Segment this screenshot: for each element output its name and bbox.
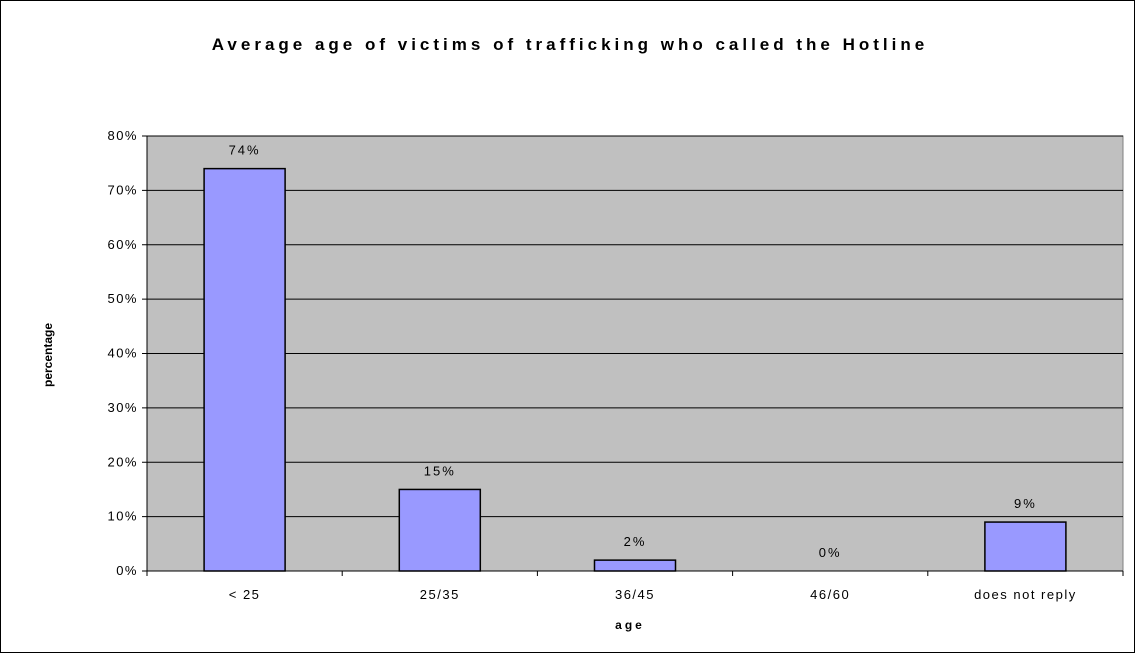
x-tick-label: < 25 bbox=[229, 587, 261, 602]
x-tick-label: 46/60 bbox=[810, 587, 850, 602]
x-tick-label: does not reply bbox=[974, 587, 1077, 602]
chart-title: Average age of victims of trafficking wh… bbox=[211, 35, 929, 54]
data-label: 74% bbox=[229, 143, 261, 158]
y-tick-label: 80% bbox=[107, 128, 138, 143]
x-tick-label: 25/35 bbox=[420, 587, 460, 602]
data-label: 15% bbox=[424, 463, 456, 478]
y-tick-label: 70% bbox=[107, 182, 138, 197]
bar bbox=[398, 488, 482, 572]
y-tick-label: 60% bbox=[107, 237, 138, 252]
y-tick-label: 30% bbox=[107, 400, 138, 415]
y-tick-label: 40% bbox=[107, 346, 138, 361]
y-tick-label: 0% bbox=[116, 563, 138, 578]
bar bbox=[593, 559, 677, 572]
x-tick-label: 36/45 bbox=[615, 587, 655, 602]
y-tick-label: 20% bbox=[107, 454, 138, 469]
bar bbox=[203, 167, 286, 572]
y-tick-label: 50% bbox=[107, 291, 138, 306]
bar bbox=[984, 521, 1067, 572]
x-axis-label: age bbox=[615, 618, 645, 632]
y-tick-label: 10% bbox=[107, 509, 138, 524]
data-label: 9% bbox=[1014, 496, 1037, 511]
data-label: 2% bbox=[624, 534, 647, 549]
data-label: 0% bbox=[819, 545, 842, 560]
